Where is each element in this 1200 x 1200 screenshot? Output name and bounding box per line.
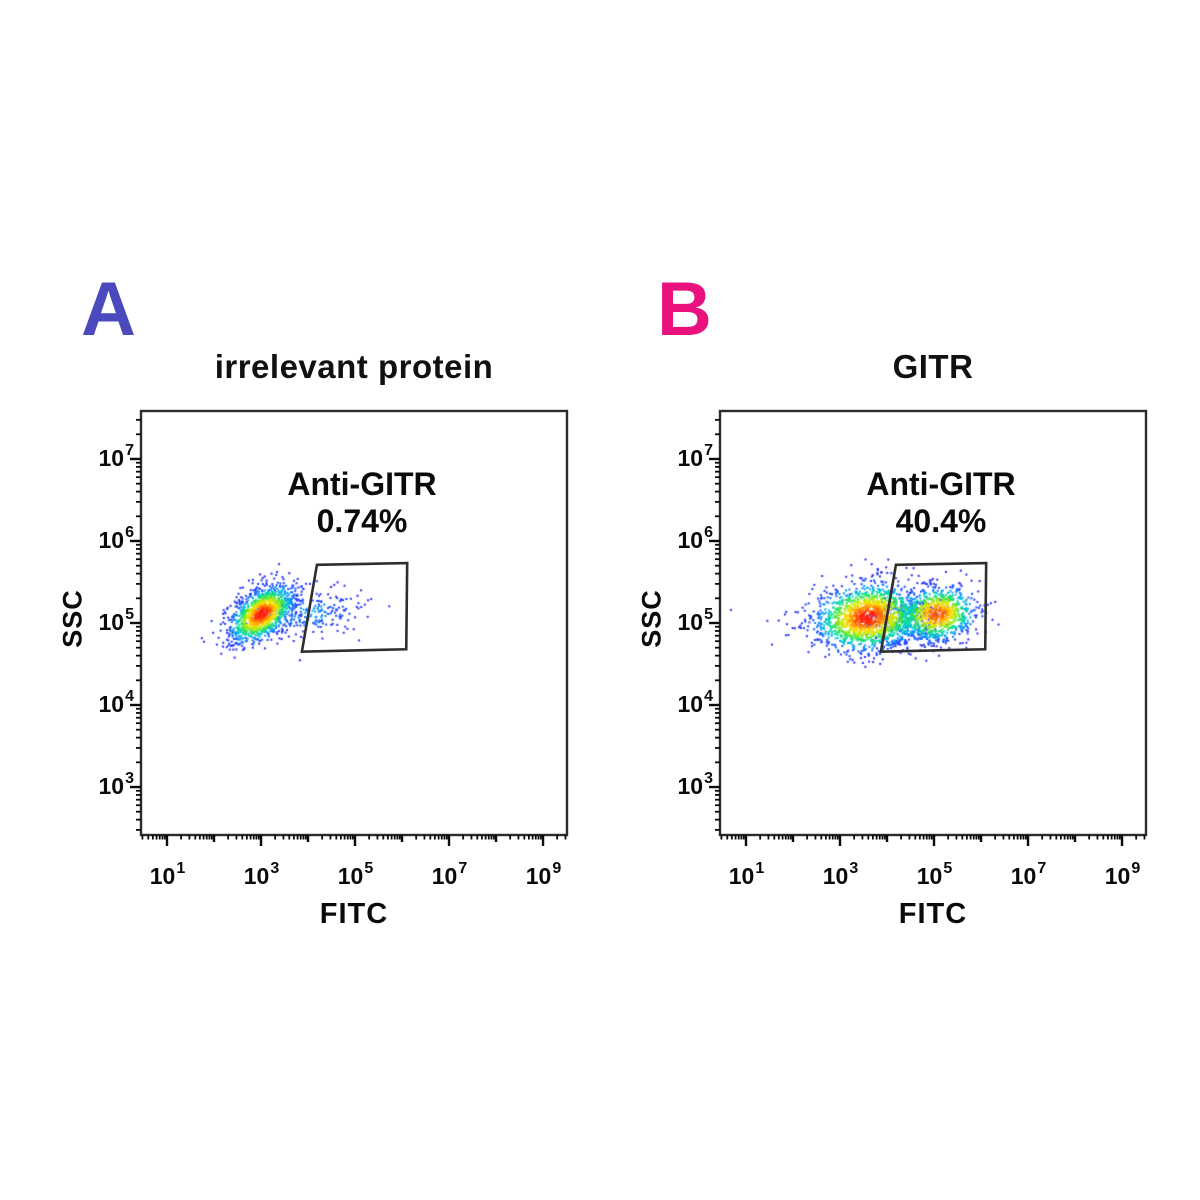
y-tick-label: 107	[98, 441, 135, 471]
panel-a-density-dots	[141, 411, 567, 835]
y-tick-label: 103	[677, 770, 714, 799]
x-tick-label: 105	[916, 860, 953, 889]
y-tick-label: 105	[98, 606, 135, 635]
y-tick-label: 104	[98, 688, 135, 717]
panel-b-gate-label: Anti-GITR	[866, 466, 1016, 502]
y-tick-label: 106	[677, 523, 714, 553]
panel-a-gate-annotation: Anti-GITR 0.74%	[232, 466, 492, 540]
gate-polygon	[300, 561, 409, 654]
x-tick-label: 107	[431, 860, 468, 889]
gate-polygon	[879, 561, 988, 654]
y-tick-label: 105	[677, 606, 714, 635]
y-tick-label: 104	[677, 688, 714, 717]
panel-a-gate-label: Anti-GITR	[287, 466, 437, 502]
y-tick-label: 106	[98, 523, 135, 553]
panel-b-density-dots	[720, 411, 1146, 835]
panel-a-x-axis-label: FITC	[319, 898, 389, 930]
y-tick-label: 103	[98, 770, 135, 799]
y-tick-label: 107	[677, 441, 714, 471]
x-tick-label: 109	[525, 860, 562, 889]
panel-b-gate-annotation: Anti-GITR 40.4%	[811, 466, 1071, 540]
x-tick-label: 103	[822, 860, 859, 889]
panel-b-gate-percent: 40.4%	[895, 503, 987, 539]
panel-a-gate-percent: 0.74%	[316, 503, 408, 539]
x-tick-label: 103	[243, 860, 280, 889]
x-tick-label: 107	[1010, 860, 1047, 889]
x-tick-label: 109	[1104, 860, 1141, 889]
x-tick-label: 101	[149, 860, 186, 889]
panel-a-title: irrelevant protein	[214, 348, 494, 385]
x-tick-label: 105	[337, 860, 374, 889]
panel-b-axes-and-gate	[709, 409, 1148, 846]
panel-b-title: GITR	[892, 348, 974, 385]
panel-letter-a: A	[81, 267, 136, 352]
panel-letter-b: B	[657, 267, 712, 352]
panel-b-x-axis-label: FITC	[898, 898, 968, 930]
x-tick-label: 101	[728, 860, 765, 889]
panel-a-axes-and-gate	[130, 409, 569, 846]
